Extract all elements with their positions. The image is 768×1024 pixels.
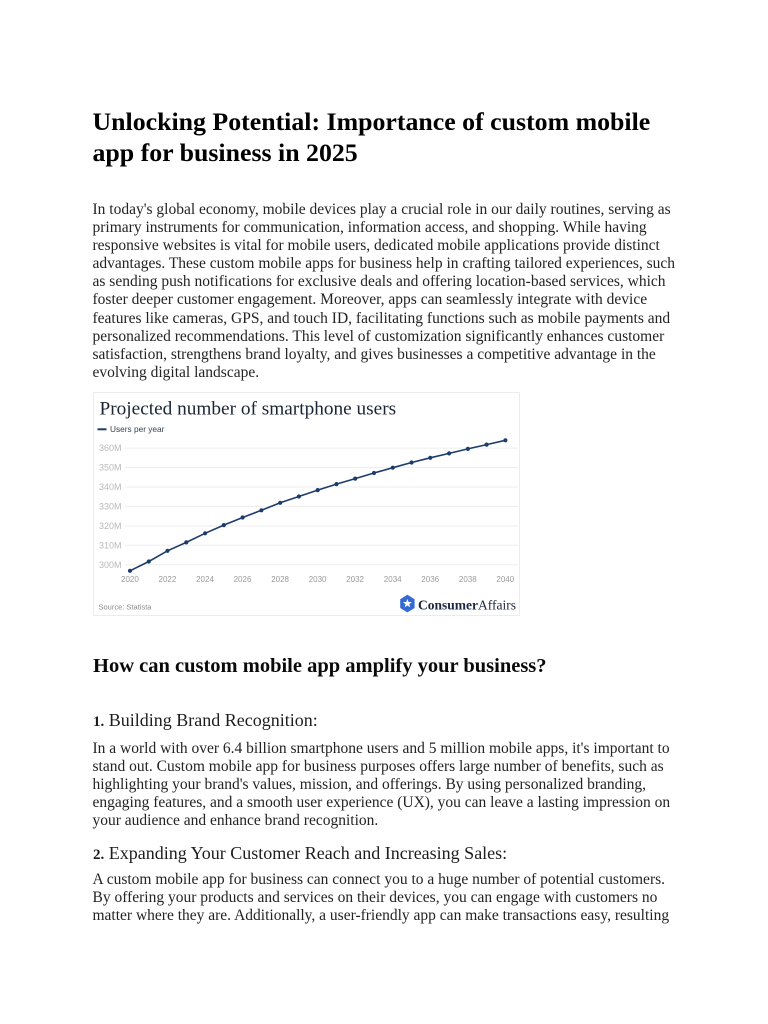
svg-text:320M: 320M <box>99 521 122 531</box>
svg-text:2026: 2026 <box>234 575 252 584</box>
svg-text:2022: 2022 <box>159 575 177 584</box>
svg-text:ConsumerAffairs: ConsumerAffairs <box>418 597 516 612</box>
svg-text:360M: 360M <box>99 443 122 453</box>
svg-text:2036: 2036 <box>421 575 439 584</box>
svg-text:2040: 2040 <box>496 575 514 584</box>
svg-text:2030: 2030 <box>309 575 327 584</box>
svg-text:2024: 2024 <box>196 575 214 584</box>
svg-text:2034: 2034 <box>384 575 402 584</box>
svg-text:2032: 2032 <box>346 575 364 584</box>
svg-text:300M: 300M <box>99 560 122 570</box>
svg-text:2028: 2028 <box>271 575 289 584</box>
svg-text:330M: 330M <box>99 502 122 512</box>
svg-text:Source: Statista: Source: Statista <box>99 603 153 612</box>
svg-text:Users per year: Users per year <box>110 424 165 434</box>
svg-text:Projected number of smartphone: Projected number of smartphone users <box>100 399 397 420</box>
svg-text:2020: 2020 <box>121 575 139 584</box>
svg-text:340M: 340M <box>99 482 122 492</box>
svg-text:310M: 310M <box>99 540 122 550</box>
svg-text:2038: 2038 <box>459 575 477 584</box>
svg-text:350M: 350M <box>99 463 122 473</box>
